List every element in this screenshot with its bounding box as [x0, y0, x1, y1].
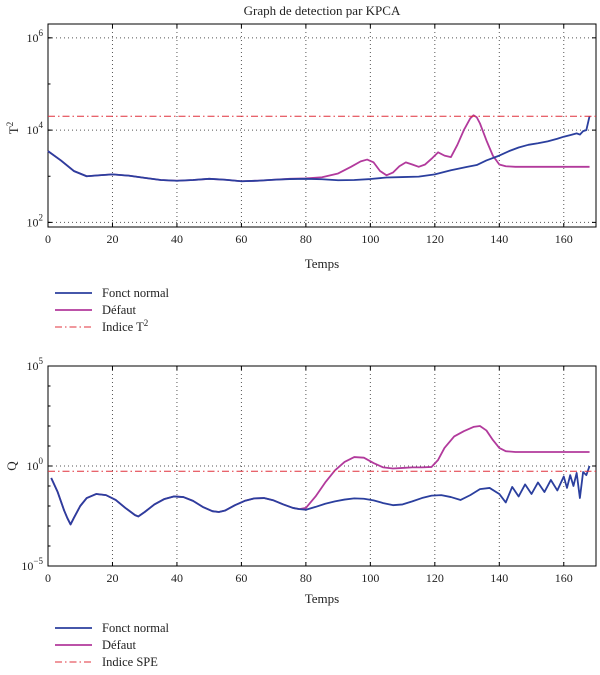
- y-tick-base: 10: [27, 359, 39, 373]
- y-tick-label: 105: [27, 356, 44, 373]
- x-tick-label: 40: [171, 571, 183, 585]
- legend: Fonct normal Défaut Indice SPE: [55, 621, 170, 669]
- y-tick-label: 10−5: [21, 556, 43, 573]
- y-tick-exponent: 2: [39, 212, 44, 222]
- x-tick-label: 80: [300, 232, 312, 246]
- legend-label-text: Défaut: [102, 303, 137, 317]
- y-tick-label: 100: [27, 456, 44, 473]
- legend-label-sup: 2: [144, 318, 149, 328]
- legend-label-text: Indice SPE: [102, 655, 158, 669]
- y-axis-label-main: T: [6, 126, 21, 134]
- x-tick-label: 140: [490, 571, 508, 585]
- legend-label-text: Fonct normal: [102, 286, 170, 300]
- grid: [48, 366, 596, 566]
- legend-label-text: Défaut: [102, 638, 137, 652]
- y-tick-base: 10: [27, 215, 39, 229]
- x-tick-label: 60: [235, 571, 247, 585]
- y-tick-exponent: 4: [39, 120, 44, 130]
- y-tick-base: 10: [27, 459, 39, 473]
- series-lines: [47, 114, 596, 183]
- x-tick-label: 120: [426, 571, 444, 585]
- y-tick-label: 104: [27, 120, 44, 137]
- series-line-0: [47, 116, 591, 183]
- x-tick-label: 160: [555, 232, 573, 246]
- legend-label: Défaut: [102, 638, 137, 652]
- x-tick-label: 60: [235, 232, 247, 246]
- x-tick-label: 0: [45, 232, 51, 246]
- x-tick-label: 20: [106, 571, 118, 585]
- x-tick-label: 140: [490, 232, 508, 246]
- x-tick-label: 100: [361, 232, 379, 246]
- x-axis-label: Temps: [305, 591, 339, 606]
- x-axis: 0 20 40 60 80 100 120 140 160: [45, 366, 573, 585]
- series-line-1: [50, 425, 590, 526]
- y-tick-label: 102: [27, 212, 44, 229]
- series-lines: [48, 425, 596, 526]
- y-tick-exponent: 5: [39, 356, 44, 366]
- legend-label: Indice SPE: [102, 655, 158, 669]
- x-tick-label: 120: [426, 232, 444, 246]
- x-tick-label: 100: [361, 571, 379, 585]
- x-axis: 0 20 40 60 80 100 120 140 160: [45, 24, 573, 246]
- plot-frame: [47, 23, 597, 228]
- y-tick-exponent: −5: [33, 556, 43, 566]
- series-line-1: [47, 114, 590, 183]
- legend-label-text: Indice T: [102, 320, 144, 334]
- x-tick-label: 80: [300, 571, 312, 585]
- legend-label: Indice T2: [102, 318, 148, 334]
- y-axis-label-sup: 2: [5, 122, 15, 127]
- x-tick-label: 40: [171, 232, 183, 246]
- legend-label: Fonct normal: [102, 621, 170, 635]
- x-tick-label: 160: [555, 571, 573, 585]
- grid: [48, 24, 596, 227]
- y-tick-exponent: 0: [39, 456, 44, 466]
- chart-title: Graph de detection par KPCA: [244, 3, 401, 18]
- legend-label: Défaut: [102, 303, 137, 317]
- legend-label-text: Fonct normal: [102, 621, 170, 635]
- x-tick-label: 0: [45, 571, 51, 585]
- y-tick-base: 10: [27, 31, 39, 45]
- legend-label: Fonct normal: [102, 286, 170, 300]
- y-tick-base: 10: [21, 559, 33, 573]
- x-tick-label: 20: [106, 232, 118, 246]
- plot-frame: [47, 365, 597, 567]
- series-line-0: [50, 465, 591, 526]
- y-axis-label: Q: [4, 461, 19, 471]
- y-tick-base: 10: [27, 123, 39, 137]
- y-tick-exponent: 6: [39, 28, 44, 38]
- y-axis-label: T2: [5, 122, 21, 134]
- x-axis-label: Temps: [305, 256, 339, 271]
- y-tick-label: 106: [27, 28, 44, 45]
